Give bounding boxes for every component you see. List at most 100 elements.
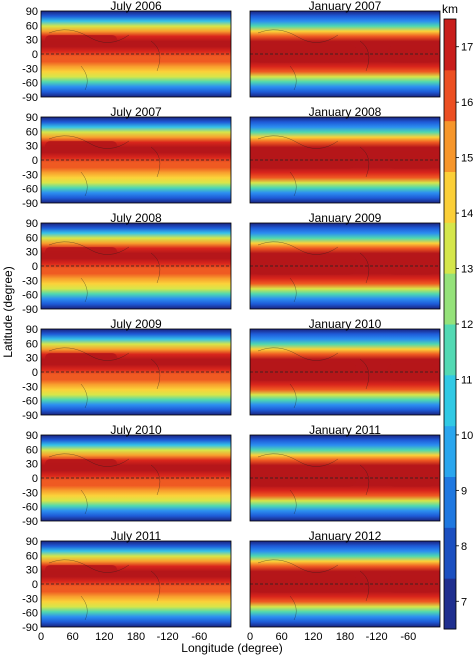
colorbar-swatch bbox=[444, 69, 456, 122]
latitude-tick-label: -60 bbox=[22, 608, 38, 620]
latitude-tick-label: 90 bbox=[26, 536, 38, 548]
colorbar-tick-label: 7 bbox=[461, 596, 467, 608]
longitude-tick-label: -120 bbox=[366, 631, 388, 643]
latitude-tick-label: -30 bbox=[22, 169, 38, 181]
panel-frame bbox=[40, 328, 232, 416]
latitude-tick-label: 60 bbox=[26, 444, 38, 456]
latitude-tick-label: -90 bbox=[22, 622, 38, 634]
latitude-tick-label: 30 bbox=[26, 247, 38, 259]
panel-frame bbox=[40, 116, 232, 204]
panel-title: July 2006 bbox=[110, 0, 162, 13]
map-panel: January 2009 bbox=[249, 211, 441, 310]
latitude-tick-label: 60 bbox=[26, 232, 38, 244]
longitude-tick-label: 180 bbox=[127, 631, 145, 643]
panel-frame bbox=[249, 540, 441, 628]
coastline bbox=[48, 241, 161, 303]
coastline bbox=[257, 241, 370, 303]
latitude-tick-label: -90 bbox=[22, 92, 38, 104]
latitude-tick-label: 90 bbox=[26, 430, 38, 442]
longitude-tick-label: 120 bbox=[304, 631, 322, 643]
coastline bbox=[48, 453, 161, 515]
map-panel: July 2010 bbox=[40, 423, 232, 522]
latitude-tick-label: 90 bbox=[26, 112, 38, 124]
latitude-tick-label: 60 bbox=[26, 126, 38, 138]
high-tropopause-core bbox=[45, 459, 118, 470]
longitude-tick-label: -60 bbox=[191, 631, 207, 643]
x-axis-label: Longitude (degree) bbox=[181, 641, 282, 655]
latitude-tick-label: -30 bbox=[22, 275, 38, 287]
panel-title: July 2009 bbox=[110, 317, 162, 331]
panel-title: January 2007 bbox=[309, 0, 382, 13]
colorbar-tick-label: 15 bbox=[461, 153, 473, 165]
colorbar-swatch bbox=[444, 527, 456, 579]
latitude-tick-label: 90 bbox=[26, 218, 38, 230]
latitude-tick-label: -60 bbox=[22, 290, 38, 302]
latitude-tick-label: 30 bbox=[26, 565, 38, 577]
colorbar-tick-label: 10 bbox=[461, 430, 473, 442]
panel-title: January 2009 bbox=[309, 211, 382, 225]
latitude-tick-label: 60 bbox=[26, 20, 38, 32]
longitude-tick-label: 60 bbox=[67, 631, 79, 643]
latitude-tick-label: 0 bbox=[32, 367, 38, 379]
high-tropopause-core bbox=[45, 141, 118, 152]
latitude-tick-label: 60 bbox=[26, 338, 38, 350]
latitude-tick-label: 30 bbox=[26, 141, 38, 153]
latitude-tick-label: -60 bbox=[22, 78, 38, 90]
panel-frame bbox=[40, 222, 232, 310]
map-panel: July 2009 bbox=[40, 317, 232, 416]
panel-title: January 2010 bbox=[309, 317, 382, 331]
latitude-tick-label: 0 bbox=[32, 579, 38, 591]
panel-frame bbox=[249, 328, 441, 416]
latitude-tick-label: -30 bbox=[22, 63, 38, 75]
longitude-tick-label: 180 bbox=[336, 631, 354, 643]
map-panel: January 2011 bbox=[249, 423, 441, 522]
latitude-tick-label: -90 bbox=[22, 410, 38, 422]
panel-title: July 2008 bbox=[110, 211, 162, 225]
colorbar-swatch bbox=[444, 120, 456, 172]
map-panel: July 2011 bbox=[40, 529, 232, 628]
latitude-axis-ticks: 90 60 30 0 -30 -60 -90 90 60 30 0 -30 -60 -90 90 60 30 0 -… bbox=[22, 6, 38, 634]
map-panel: January 2007 bbox=[249, 0, 441, 98]
colorbar-swatch bbox=[444, 324, 456, 376]
coastline bbox=[48, 135, 161, 197]
latitude-tick-label: -90 bbox=[22, 516, 38, 528]
panel-title: January 2008 bbox=[309, 105, 382, 119]
latitude-tick-label: -60 bbox=[22, 184, 38, 196]
colorbar-tick-label: 16 bbox=[461, 97, 473, 109]
longitude-tick-label: -120 bbox=[157, 631, 179, 643]
panel-title: July 2011 bbox=[111, 529, 162, 543]
longitude-axis-ticks: 0 60 120 180 -120 -60 0 60 120 180 -120 -60 bbox=[38, 631, 416, 643]
high-tropopause-core bbox=[45, 247, 118, 258]
high-tropopause-core bbox=[252, 43, 357, 63]
latitude-tick-label: 90 bbox=[26, 324, 38, 336]
latitude-tick-label: -60 bbox=[22, 396, 38, 408]
colorbar-swatch bbox=[444, 273, 456, 325]
colorbar-swatch bbox=[444, 222, 456, 274]
coastline bbox=[257, 135, 370, 197]
colorbar-tick-label: 13 bbox=[461, 264, 473, 276]
colorbar: 17 16 15 14 13 12 11 10 9 8 7 bbox=[443, 18, 473, 630]
longitude-tick-label: 0 bbox=[247, 631, 253, 643]
panel-title: January 2012 bbox=[309, 529, 382, 543]
high-tropopause-core bbox=[45, 35, 118, 46]
colorbar-tick-label: 9 bbox=[461, 485, 467, 497]
colorbar-swatch bbox=[444, 425, 456, 477]
latitude-tick-label: 30 bbox=[26, 35, 38, 47]
y-axis-label: Latitude (degree) bbox=[1, 266, 15, 357]
coastline bbox=[257, 29, 370, 91]
panel-title: July 2010 bbox=[110, 423, 162, 437]
colorbar-tick-label: 11 bbox=[461, 374, 472, 386]
high-tropopause-core bbox=[252, 255, 357, 275]
high-tropopause-core bbox=[252, 573, 357, 593]
colorbar-swatch bbox=[444, 476, 456, 528]
latitude-tick-label: 60 bbox=[26, 550, 38, 562]
latitude-tick-label: 0 bbox=[32, 155, 38, 167]
colorbar-swatch bbox=[444, 578, 456, 630]
panel-frame bbox=[249, 434, 441, 522]
colorbar-unit-label: km bbox=[442, 2, 458, 16]
coastline bbox=[48, 559, 161, 621]
latitude-tick-label: 0 bbox=[32, 473, 38, 485]
coastline bbox=[257, 559, 370, 621]
panel-frame bbox=[249, 222, 441, 310]
